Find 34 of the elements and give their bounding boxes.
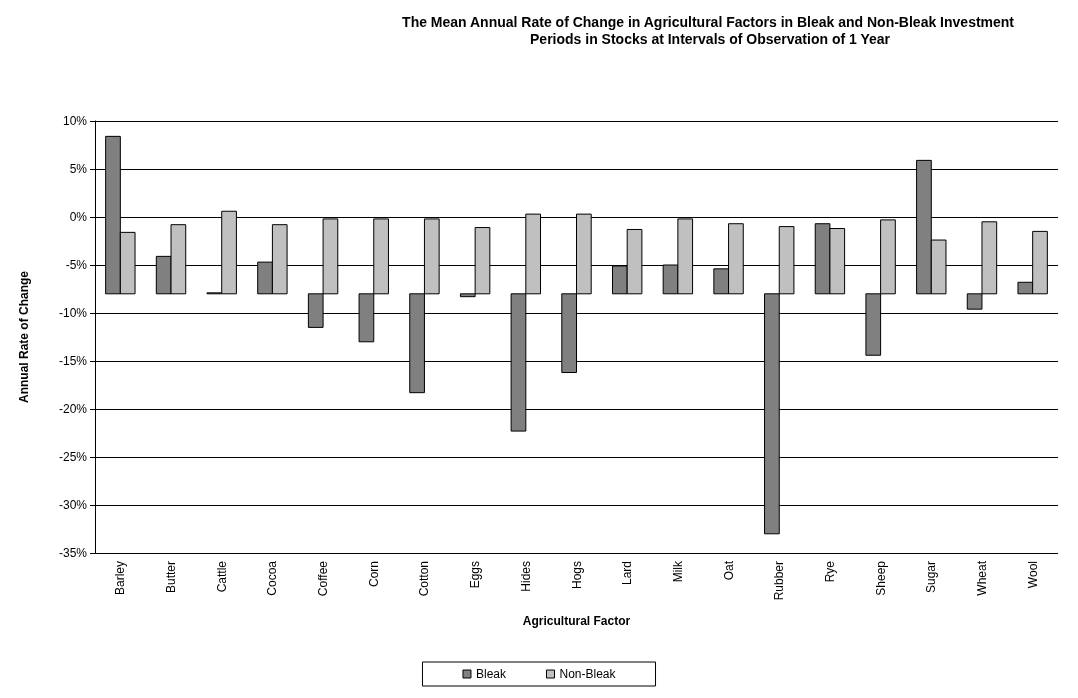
- x-tick-label: Rubber: [772, 561, 787, 601]
- x-tick-label: Wheat: [974, 560, 989, 596]
- legend-label: Bleak: [475, 667, 507, 681]
- x-tick-label: Cattle: [214, 560, 229, 593]
- x-tick-label: Wool: [1025, 561, 1040, 589]
- x-tick-label: Sheep: [873, 560, 888, 596]
- y-tick-label: -30%: [58, 498, 88, 512]
- x-axis-title: Agricultural Factor: [522, 614, 631, 628]
- x-tick-label: Oat: [721, 560, 736, 581]
- x-tick-label: Coffee: [316, 560, 331, 597]
- y-tick-label: 10%: [62, 114, 88, 128]
- x-tick-label: Barley: [113, 561, 128, 596]
- y-axis-title: Annual Rate of Change: [17, 270, 31, 404]
- x-tick-label: Rye: [822, 560, 837, 583]
- y-tick-label: -5%: [65, 258, 88, 272]
- y-tick-label: -10%: [58, 306, 88, 320]
- y-tick-label: -15%: [58, 354, 88, 368]
- x-tick-label: Cotton: [417, 561, 432, 597]
- y-tick-label: -35%: [58, 546, 88, 560]
- x-tick-label: Butter: [164, 561, 179, 594]
- y-tick-label: 5%: [69, 162, 88, 176]
- x-tick-label: Lard: [620, 561, 635, 586]
- legend-label: Non-Bleak: [559, 667, 617, 681]
- x-tick-label: Milk: [670, 560, 685, 583]
- y-tick-label: -25%: [58, 450, 88, 464]
- x-tick-label: Hogs: [569, 561, 584, 590]
- x-tick-label: Cocoa: [265, 560, 280, 596]
- y-tick-label: -20%: [58, 402, 88, 416]
- x-tick-label: Sugar: [924, 561, 939, 594]
- x-tick-label: Corn: [366, 561, 381, 588]
- x-tick-label: Eggs: [468, 561, 483, 589]
- x-tick-label: Hides: [518, 561, 533, 592]
- chart-title: The Mean Annual Rate of Change in Agricultural Factors in Bleak and Non-Bleak Investment Periods in Stocks at Intervals of Observation of 1 Year: [402, 13, 1018, 47]
- y-tick-label: 0%: [69, 210, 88, 224]
